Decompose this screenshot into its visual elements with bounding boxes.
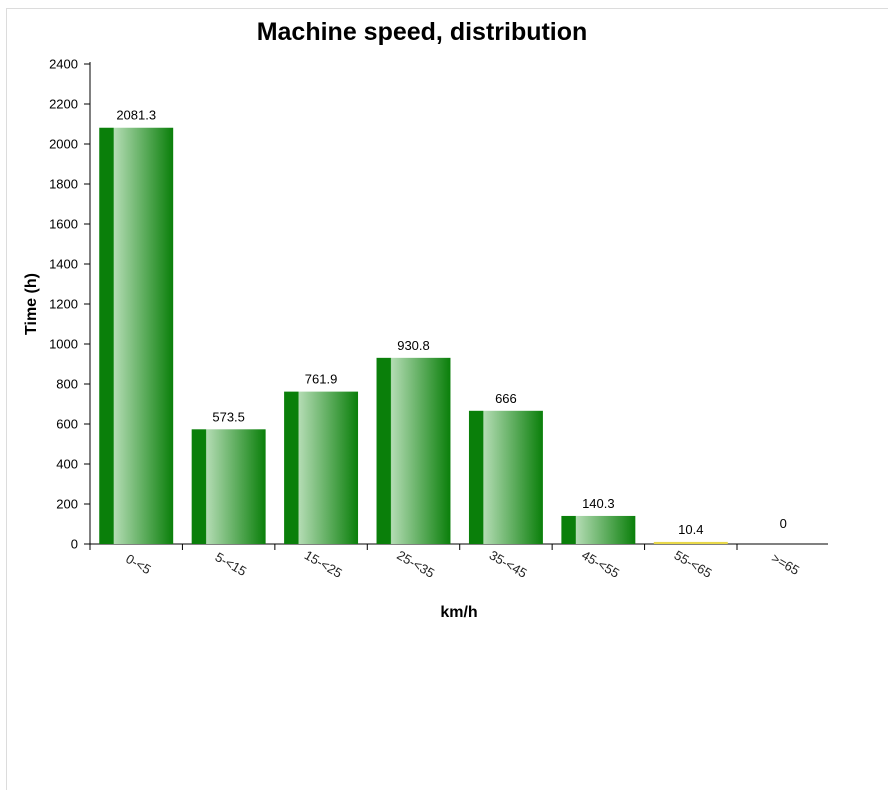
- x-tick-label: 55-<65: [672, 547, 715, 580]
- x-tick-label: 5-<15: [213, 549, 250, 579]
- y-axis-label: Time (h): [23, 273, 40, 335]
- data-label: 930.8: [397, 338, 430, 353]
- y-tick-label: 800: [56, 377, 78, 392]
- y-tick-label: 600: [56, 417, 78, 432]
- data-label: 10.4: [678, 522, 703, 537]
- bar-0-<5: [99, 127, 174, 545]
- y-tick-label: 200: [56, 497, 78, 512]
- bar-15-<25: [284, 391, 359, 544]
- x-tick-label: 0-<5: [123, 551, 153, 577]
- y-tick-label: 1200: [49, 297, 78, 312]
- chart-frame: [6, 8, 888, 790]
- y-tick-label: 2000: [49, 137, 78, 152]
- data-label: 761.9: [305, 372, 338, 387]
- data-label: 666: [495, 391, 517, 406]
- data-label: 0: [780, 516, 787, 531]
- bar-45-<55: [561, 515, 636, 544]
- x-tick-label: 15-<25: [302, 547, 345, 580]
- bar-25-<35: [376, 357, 451, 544]
- data-label: 140.3: [582, 496, 615, 511]
- chart-title: Machine speed, distribution: [257, 18, 588, 46]
- y-tick-label: 400: [56, 457, 78, 472]
- x-tick-label: 45-<55: [579, 547, 622, 580]
- bar-55-<65: [653, 541, 728, 544]
- data-label: 2081.3: [116, 108, 156, 123]
- bar-35-<45: [468, 410, 543, 544]
- plot-area: 0 200 400 600 800 1000 1200 1400 1600 1800 2000 220…: [49, 57, 828, 581]
- data-label: 573.5: [212, 409, 245, 424]
- bar-5-<15: [191, 429, 266, 544]
- y-tick-label: 1800: [49, 177, 78, 192]
- x-tick-label: 25-<35: [394, 547, 437, 580]
- y-tick-label: 1600: [49, 217, 78, 232]
- x-axis-label: km/h: [440, 604, 477, 621]
- y-tick-label: 1000: [49, 337, 78, 352]
- x-tick-label: >=65: [769, 550, 802, 578]
- x-tick-label: 35-<45: [487, 547, 530, 580]
- y-tick-label: 0: [71, 537, 78, 552]
- y-tick-label: 2200: [49, 97, 78, 112]
- y-tick-label: 2400: [49, 57, 78, 72]
- y-tick-label: 1400: [49, 257, 78, 272]
